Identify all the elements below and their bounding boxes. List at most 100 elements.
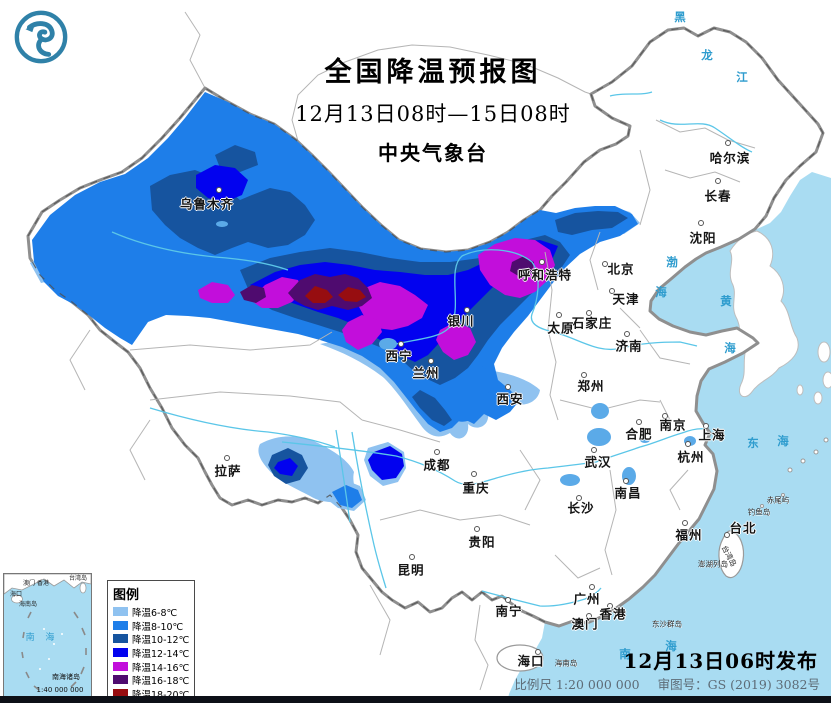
legend-item-5: 降温16-18℃ — [113, 673, 189, 687]
city-dot-澳门 — [586, 613, 592, 619]
nen-river — [609, 91, 653, 97]
bottom-bar — [0, 696, 831, 703]
city-dot-香港 — [607, 603, 613, 609]
svg-text:澳门 香港: 澳门 香港 — [23, 579, 49, 587]
city-label-合肥: 合肥 — [625, 426, 653, 442]
lakes — [216, 221, 696, 486]
city-label-上海: 上海 — [698, 427, 726, 443]
cma-logo — [14, 10, 68, 64]
city-dot-沈阳 — [698, 220, 704, 226]
city-label-广州: 广州 — [573, 591, 601, 607]
sea-label: 东 — [747, 436, 759, 450]
city-dot-郑州 — [581, 372, 587, 378]
city-dot-兰州 — [428, 358, 434, 364]
city-dot-南京 — [662, 413, 668, 419]
hainan-island — [496, 644, 544, 672]
city-dot-拉萨 — [224, 455, 230, 461]
city-dot-合肥 — [636, 419, 642, 425]
city-label-乌鲁木齐: 乌鲁木齐 — [179, 196, 235, 212]
city-label-海口: 海口 — [517, 653, 545, 669]
sea-label: 江 — [736, 70, 748, 84]
city-dot-太原 — [556, 312, 562, 318]
svg-text:台湾岛: 台湾岛 — [69, 574, 87, 582]
sea-label: 南 — [619, 647, 631, 661]
inset-nine-dash-line — [21, 611, 87, 691]
island-label: 海南岛 — [554, 658, 578, 668]
legend-label: 降温12-14℃ — [132, 649, 190, 660]
foreign-borders — [69, 11, 592, 691]
city-label-澳门: 澳门 — [571, 616, 599, 632]
forecast-period: 12月13日08时—15日08时 — [295, 102, 571, 126]
city-dot-乌鲁木齐 — [216, 187, 222, 193]
legend-label: 降温16-18℃ — [132, 676, 190, 687]
city-label-沈阳: 沈阳 — [689, 230, 717, 246]
city-label-济南: 济南 — [615, 338, 643, 354]
city-label-哈尔滨: 哈尔滨 — [709, 150, 751, 166]
city-dot-台北 — [724, 532, 730, 538]
inset-islets — [39, 628, 63, 670]
legend-title: 图例 — [113, 588, 140, 603]
yangtze-river — [281, 428, 706, 485]
nu-river — [335, 429, 351, 523]
city-label-天津: 天津 — [612, 291, 640, 307]
footer-meta: 比例尺 1:20 000 000 审图号：GS (2019) 3082号 — [514, 674, 820, 693]
city-dot-天津 — [609, 288, 615, 294]
city-dot-呼和浩特 — [539, 259, 545, 265]
sea-label: 黑 — [674, 10, 686, 24]
legend-item-3: 降温12-14℃ — [113, 646, 189, 660]
sea-label: 海 — [777, 434, 789, 448]
city-label-北京: 北京 — [607, 261, 635, 277]
city-label-银川: 银川 — [447, 313, 475, 329]
legend-item-1: 降温8-10℃ — [113, 619, 189, 633]
legend-swatch — [113, 620, 128, 630]
korea-peninsula — [729, 230, 799, 398]
legend-label: 降温14-16℃ — [132, 662, 190, 674]
legend-swatch — [113, 688, 128, 698]
japan-islands — [796, 341, 831, 405]
map-license-number: 审图号：GS (2019) 3082号 — [657, 677, 820, 692]
island-label: 钓鱼岛 — [747, 507, 771, 517]
city-label-香港: 香港 — [599, 606, 627, 622]
dongting-lake — [560, 474, 580, 486]
city-label-南宁: 南宁 — [495, 603, 523, 619]
legend-label: 降温10-12℃ — [132, 635, 190, 647]
city-label-呼和浩特: 呼和浩特 — [517, 267, 573, 283]
cooling-band-18-20 — [305, 286, 366, 303]
sea-label: 龙 — [701, 48, 713, 62]
city-label-西安: 西安 — [496, 391, 524, 407]
city-label-台北: 台北 — [729, 520, 757, 536]
taiwan-island — [718, 530, 745, 579]
legend-swatch — [113, 634, 128, 644]
city-dot-西宁 — [398, 341, 404, 347]
national-border-dashes — [27, 27, 824, 623]
legend-swatch — [113, 607, 128, 617]
city-label-昆明: 昆明 — [397, 562, 425, 578]
city-label-重庆: 重庆 — [462, 480, 490, 496]
city-label-杭州: 杭州 — [677, 449, 705, 465]
city-label-长沙: 长沙 — [567, 500, 595, 516]
yellow-river — [387, 249, 698, 350]
city-label-长春: 长春 — [704, 188, 732, 204]
logo-dragon-swirl — [26, 21, 55, 57]
svg-text:南海诸岛: 南海诸岛 — [52, 672, 80, 681]
qinghai-lake — [379, 338, 397, 350]
south-china-sea-inset: 澳门 香港 台湾岛 海口 海南岛 南 海 南海诸岛 1:40 000 000 — [3, 573, 92, 698]
legend-label: 降温8-10℃ — [132, 622, 184, 633]
legend-rows: 降温6-8℃ 降温8-10℃ 降温10-12℃ 降温12-14℃ 降温14-16℃ 降温1… — [113, 605, 189, 700]
sea-label: 黄 — [720, 294, 732, 308]
map-scale: 比例尺 1:20 000 000 — [514, 677, 640, 692]
city-label-成都: 成都 — [423, 457, 451, 473]
island-label: 东沙群岛 — [652, 619, 682, 629]
province-borders — [129, 119, 756, 579]
legend-label: 降温18-20℃ — [132, 686, 189, 700]
city-dot-贵阳 — [474, 526, 480, 532]
island-label: 澎湖列岛 — [698, 559, 728, 569]
songhua-river — [659, 119, 753, 153]
tarim-river — [111, 231, 289, 271]
sea-label: 海 — [655, 285, 667, 299]
ryukyu-islands — [760, 437, 829, 508]
svg-text:海南岛: 海南岛 — [19, 600, 37, 608]
island-label: 赤尾屿 — [766, 495, 790, 505]
